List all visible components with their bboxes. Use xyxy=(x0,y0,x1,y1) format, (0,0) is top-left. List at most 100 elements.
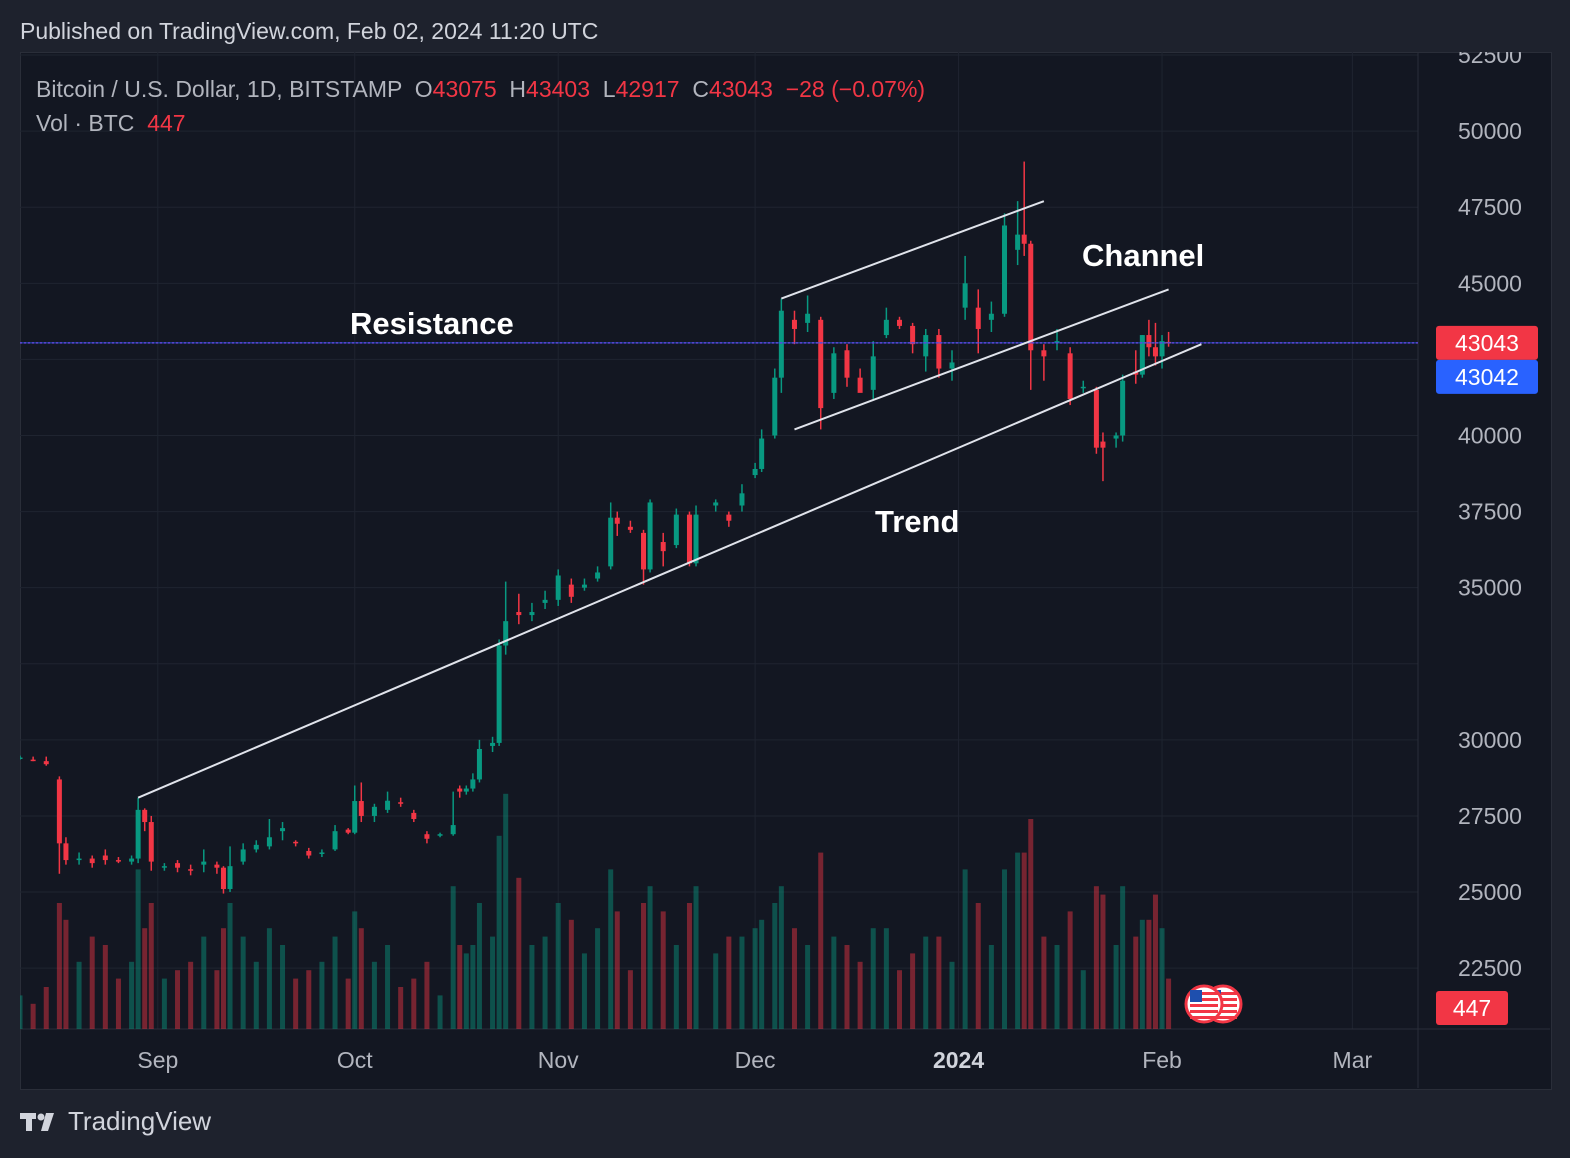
candle-body xyxy=(805,313,811,323)
candle-body xyxy=(1120,380,1126,436)
tradingview-logo-icon[interactable] xyxy=(20,1111,60,1133)
candle-body xyxy=(175,863,181,868)
volume-bar xyxy=(844,945,850,1029)
volume-bar xyxy=(1120,886,1126,1029)
volume-bar xyxy=(142,928,148,1029)
candle-body xyxy=(280,828,286,832)
y-tick-label: 50000 xyxy=(1458,118,1522,144)
candle-body xyxy=(476,748,482,780)
candle-body xyxy=(76,858,82,861)
volume-bar xyxy=(188,961,194,1029)
volume-bar xyxy=(220,928,226,1029)
candle-body xyxy=(772,377,778,436)
x-tick-label: Feb xyxy=(1142,1047,1182,1073)
volume-bar xyxy=(280,945,286,1029)
flag-stripe xyxy=(1209,992,1237,995)
candle-body xyxy=(516,612,522,616)
volume-bar xyxy=(358,928,364,1029)
candle-body xyxy=(1080,386,1086,389)
candle-body xyxy=(463,788,469,792)
volume-bar xyxy=(726,936,732,1029)
candle-body xyxy=(713,502,719,506)
volume-bar xyxy=(883,928,889,1029)
candle-body xyxy=(266,837,272,847)
candle-body xyxy=(693,514,699,564)
crosshair-price-label: 43042 xyxy=(1455,364,1519,390)
price-chart[interactable]: Resistance Trend Channel 22500 25000 27500 30… xyxy=(20,52,1550,1088)
candle-body xyxy=(581,584,587,588)
x-tick-label: Dec xyxy=(735,1047,776,1073)
candle-body xyxy=(660,542,666,552)
volume-bar xyxy=(240,936,246,1029)
candle-body xyxy=(818,319,824,409)
y-tick-label: 37500 xyxy=(1458,499,1522,525)
volume-bar xyxy=(923,936,929,1029)
volume-bar xyxy=(641,903,647,1029)
event-flags[interactable] xyxy=(1184,984,1243,1024)
candle-body xyxy=(1041,350,1047,357)
candle-body xyxy=(726,514,732,521)
volume-bar xyxy=(398,987,404,1029)
volume-bar xyxy=(1080,970,1086,1029)
y-tick-label: 45000 xyxy=(1458,270,1522,296)
volume-bar xyxy=(739,936,745,1029)
volume-bar xyxy=(345,978,351,1029)
candle-body xyxy=(739,493,745,506)
volume-bar xyxy=(791,928,797,1029)
volume-bar xyxy=(129,961,135,1029)
close-value: 43043 xyxy=(708,76,773,102)
volume-bar xyxy=(1146,919,1152,1029)
volume-bar xyxy=(1159,928,1165,1029)
volume-label[interactable]: Vol · BTC xyxy=(36,110,135,136)
volume-bar xyxy=(595,928,601,1029)
volume-bar xyxy=(975,903,981,1029)
candle-body xyxy=(437,834,443,836)
volume-value: 447 xyxy=(147,110,186,136)
grid-lines xyxy=(20,52,1550,1088)
volume-bar xyxy=(135,869,141,1029)
brand-name[interactable]: TradingView xyxy=(68,1106,212,1136)
volume-bar xyxy=(529,945,535,1029)
candle-body xyxy=(115,860,121,862)
candle-body xyxy=(1067,353,1073,399)
volume-bar xyxy=(76,961,82,1029)
volume-bar xyxy=(608,869,614,1029)
candle-body xyxy=(306,850,312,856)
y-tick-label: 52500 xyxy=(1458,52,1522,68)
volume-bars xyxy=(20,793,1172,1029)
candle-body xyxy=(20,757,23,760)
flag-canton xyxy=(1190,990,1202,1002)
us-flag-icon[interactable] xyxy=(1184,984,1224,1024)
volume-bar xyxy=(201,936,207,1029)
candle-body xyxy=(627,526,633,530)
volume-bar xyxy=(319,961,325,1029)
volume-bar xyxy=(1021,852,1027,1029)
candlesticks xyxy=(20,161,1172,894)
candle-body xyxy=(188,869,194,871)
volume-bar xyxy=(614,911,620,1029)
volume-bar xyxy=(411,978,417,1029)
candle-body xyxy=(424,834,430,839)
candle-body xyxy=(161,866,167,868)
candle-body xyxy=(608,517,614,567)
candle-body xyxy=(352,801,358,833)
symbol-label[interactable]: Bitcoin / U.S. Dollar, 1D, BITSTAMP xyxy=(36,76,402,102)
candle-body xyxy=(129,858,135,862)
volume-bar xyxy=(450,886,456,1029)
volume-bar xyxy=(43,987,49,1029)
volume-bar xyxy=(496,835,502,1029)
volume-bar xyxy=(818,852,824,1029)
candle-body xyxy=(411,812,417,819)
flag-stripe xyxy=(1190,1004,1218,1007)
volume-bar xyxy=(949,961,955,1029)
volume-bar xyxy=(1139,919,1145,1029)
candle-body xyxy=(1021,234,1027,244)
candle-body xyxy=(56,779,62,844)
volume-bar xyxy=(175,970,181,1029)
candle-body xyxy=(89,858,95,864)
candle-body xyxy=(43,761,49,765)
candle-body xyxy=(673,514,679,546)
candle-body xyxy=(1028,243,1034,351)
chart-pane[interactable] xyxy=(20,52,1552,1090)
candle-body xyxy=(752,468,758,476)
